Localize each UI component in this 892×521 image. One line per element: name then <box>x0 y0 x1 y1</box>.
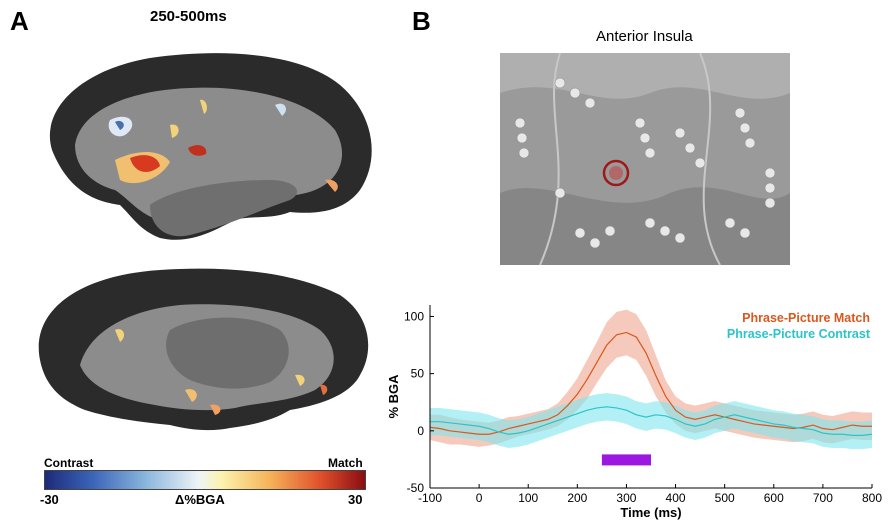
medial-brain-view <box>38 268 369 431</box>
line-contrast <box>430 406 873 436</box>
panel-a-letter: A <box>10 6 29 36</box>
x-tick-label: 800 <box>862 491 882 505</box>
colorbar-max-label: 30 <box>348 492 363 507</box>
x-tick-label: 600 <box>764 491 784 505</box>
panel-a-title: 250-500ms <box>150 8 227 25</box>
y-tick-label: 100 <box>404 309 424 323</box>
x-tick-label: 300 <box>616 491 636 505</box>
colorbar-match-label: Match <box>328 456 363 470</box>
confidence-bands <box>430 309 872 450</box>
x-tick-label: 400 <box>666 491 686 505</box>
x-tick-label: 500 <box>715 491 735 505</box>
y-axis-label: % BGA <box>386 374 401 419</box>
electrode-contacts <box>514 77 776 249</box>
colorbar-min-label: -30 <box>40 492 59 507</box>
x-tick-label: 100 <box>518 491 538 505</box>
panel-b-title: Anterior Insula <box>596 28 693 45</box>
y-tick-labels: -50 0 50 100 <box>404 309 434 495</box>
legend-contrast: Phrase-Picture Contrast <box>727 327 871 341</box>
electrode-rendering <box>500 53 790 265</box>
colorbar <box>44 470 366 490</box>
colorbar-contrast-label: Contrast <box>44 456 94 470</box>
x-tick-label: -100 <box>418 491 442 505</box>
x-tick-label: 700 <box>813 491 833 505</box>
panel-b-letter: B <box>412 6 431 36</box>
lateral-brain-view <box>49 53 372 240</box>
selected-electrode <box>609 166 623 180</box>
x-tick-label: 0 <box>476 491 483 505</box>
time-window-marker <box>601 454 651 466</box>
y-tick-label: 50 <box>411 367 425 381</box>
x-tick-label: 200 <box>567 491 587 505</box>
x-axis-label: Time (ms) <box>620 505 681 520</box>
series-lines <box>429 331 873 436</box>
colorbar-center-label: Δ%BGA <box>175 492 225 507</box>
band-contrast <box>430 393 872 450</box>
selected-electrode-ring <box>602 159 630 187</box>
brain-renderings <box>38 53 372 431</box>
y-tick-label: -50 <box>407 481 425 495</box>
y-tick-label: 0 <box>417 424 424 438</box>
legend-match: Phrase-Picture Match <box>742 311 870 325</box>
axes <box>429 305 872 489</box>
x-tick-labels: -100 0 100 200 300 400 500 600 700 800 <box>418 484 882 505</box>
bga-time-course-chart: -100 0 100 200 300 400 500 600 700 800 -50050100 … <box>386 305 882 520</box>
